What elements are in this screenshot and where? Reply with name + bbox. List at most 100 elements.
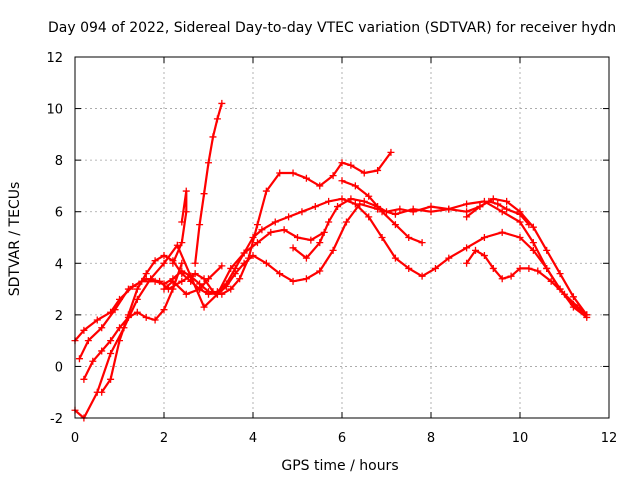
data-point-marker <box>329 246 337 254</box>
data-point-marker <box>249 252 257 260</box>
data-point-marker <box>187 272 195 280</box>
data-point-marker <box>236 275 244 283</box>
data-point-marker <box>280 226 288 234</box>
data-point-marker <box>249 234 257 241</box>
data-point-marker <box>245 254 253 262</box>
y-tick-label: -2 <box>50 412 63 427</box>
data-point-marker <box>116 295 123 303</box>
data-point-marker <box>556 270 564 278</box>
data-point-marker <box>472 246 479 254</box>
y-tick-label: 10 <box>46 103 63 118</box>
data-point-marker <box>289 277 297 285</box>
series-line-track-5 <box>82 262 183 381</box>
x-tick-labels: 0 2 4 6 8 10 12 <box>71 431 617 446</box>
data-point-marker <box>253 239 261 247</box>
data-point-marker <box>338 177 346 185</box>
data-point-marker <box>347 161 355 169</box>
data-point-marker <box>431 264 439 272</box>
data-point-marker <box>124 285 132 293</box>
data-point-marker <box>405 234 413 241</box>
axis-ticks <box>74 56 610 419</box>
data-point-marker <box>463 200 471 208</box>
data-point-marker <box>240 249 248 257</box>
data-point-marker <box>116 324 123 332</box>
data-point-marker <box>227 264 235 272</box>
data-point-marker <box>561 290 568 298</box>
y-tick-label: 4 <box>55 257 63 272</box>
data-point-marker <box>147 275 155 283</box>
data-point-marker <box>525 221 533 229</box>
data-point-marker <box>516 264 524 272</box>
data-point-marker <box>498 208 506 216</box>
data-point-marker <box>89 357 97 365</box>
data-point-marker <box>325 197 333 205</box>
data-point-marker <box>374 203 382 211</box>
data-point-marker <box>196 221 204 229</box>
series-markers-track-6 <box>160 262 226 298</box>
data-point-marker <box>84 337 92 345</box>
data-point-marker <box>391 254 399 262</box>
data-point-marker <box>142 270 150 278</box>
series-markers-track-7 <box>169 187 190 267</box>
data-point-marker <box>200 303 208 311</box>
data-point-marker <box>98 347 106 355</box>
data-point-marker <box>133 295 141 303</box>
data-point-marker <box>178 270 186 278</box>
x-tick-label: 4 <box>249 431 257 446</box>
data-point-marker <box>205 159 212 167</box>
data-point-marker <box>316 267 324 275</box>
y-tick-label: 0 <box>55 360 63 375</box>
data-point-marker <box>387 148 395 156</box>
data-point-marker <box>271 218 279 226</box>
data-point-marker <box>222 280 230 288</box>
y-axis-title: SDTVAR / TECUs <box>7 182 23 297</box>
data-point-marker <box>516 208 524 216</box>
data-point-marker <box>213 115 221 123</box>
data-point-marker <box>494 200 502 208</box>
data-point-marker <box>151 277 159 285</box>
data-point-marker <box>325 218 333 226</box>
data-point-marker <box>262 259 270 267</box>
data-point-marker <box>160 306 168 314</box>
data-point-marker <box>445 205 453 213</box>
data-point-marker <box>427 203 435 211</box>
data-point-marker <box>80 375 88 383</box>
data-point-marker <box>253 221 261 229</box>
data-point-marker <box>529 246 537 254</box>
y-tick-label: 12 <box>46 51 63 66</box>
data-point-marker <box>240 259 248 267</box>
data-point-marker <box>142 313 150 321</box>
data-point-marker <box>205 290 212 298</box>
data-point-marker <box>80 326 88 334</box>
data-point-marker <box>276 270 284 278</box>
data-point-marker <box>480 252 488 260</box>
series-markers-track-8 <box>191 99 226 267</box>
data-point-marker <box>93 388 101 396</box>
data-point-marker <box>489 264 497 272</box>
data-point-marker <box>129 282 137 290</box>
data-point-marker <box>124 313 132 321</box>
data-point-marker <box>525 264 533 272</box>
data-point-marker <box>160 252 168 260</box>
data-point-marker <box>503 205 511 213</box>
data-point-marker <box>516 234 524 241</box>
x-axis-title: GPS time / hours <box>281 458 398 474</box>
data-point-marker <box>178 239 186 247</box>
data-point-marker <box>289 244 297 252</box>
data-point-marker <box>316 239 324 247</box>
data-point-marker <box>534 267 542 275</box>
data-point-marker <box>178 277 186 285</box>
data-point-marker <box>476 203 484 211</box>
data-point-marker <box>338 159 346 167</box>
data-point-marker <box>583 311 591 319</box>
y-tick-label: 8 <box>55 154 63 169</box>
data-point-marker <box>347 195 355 203</box>
data-point-marker <box>218 99 226 107</box>
data-point-marker <box>178 218 186 226</box>
data-point-marker <box>378 234 386 241</box>
data-point-marker <box>396 205 404 213</box>
y-tick-label: 6 <box>55 206 63 221</box>
data-point-marker <box>276 169 284 177</box>
data-point-marker <box>463 213 471 221</box>
data-point-marker <box>307 236 315 244</box>
